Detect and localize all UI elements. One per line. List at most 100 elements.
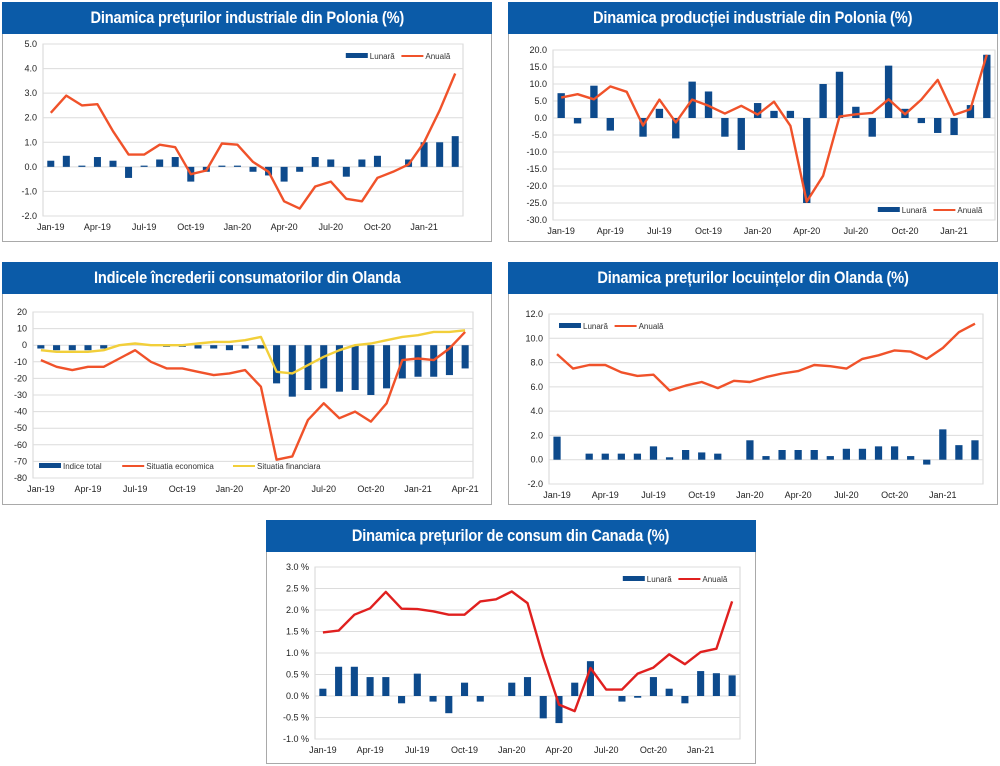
- bar: [950, 118, 958, 135]
- y-tick-label: 1.0: [24, 137, 37, 147]
- bar: [770, 110, 778, 118]
- x-tick-label: Oct-20: [640, 745, 667, 755]
- x-tick-label: Jan-21: [940, 226, 968, 236]
- bar: [382, 677, 390, 696]
- bar: [934, 118, 942, 133]
- bar: [907, 456, 915, 460]
- bar: [618, 696, 626, 702]
- y-tick-label: -2.0: [527, 479, 543, 489]
- legend-label: Lunară: [583, 322, 608, 331]
- x-axis: Jan-19 Apr-19 Jul-19 Oct-19 Jan-20 Apr-20 Jul-…: [309, 745, 714, 755]
- bar: [573, 118, 582, 124]
- y-tick-label: 8.0: [530, 358, 543, 368]
- chart-title: Indicele încrederii consumatorilor din O…: [2, 262, 492, 294]
- legend: Lunară Anuală: [559, 322, 664, 331]
- gridlines: [552, 49, 996, 221]
- bar: [634, 696, 642, 698]
- bar: [233, 165, 241, 167]
- bar: [210, 345, 218, 349]
- legend-item: Situatia economica: [122, 462, 214, 471]
- bar: [125, 166, 133, 178]
- gridlines: [314, 566, 741, 740]
- y-axis: -80 -70 -60 -50 -40 -30 -20 -10 0 10 20: [14, 307, 27, 483]
- y-tick-label: -70: [14, 456, 27, 466]
- legend-item: Anuală: [933, 206, 983, 215]
- bar: [414, 345, 422, 377]
- line: [40, 329, 466, 375]
- chart-panel-poland-industrial-production: Dinamica producției industriale din Polo…: [508, 2, 998, 242]
- line-series: [40, 331, 466, 461]
- bar: [296, 166, 304, 172]
- y-axis: -1.0 % -0.5 % 0.0 % 0.5 % 1.0 % 1.5 % 2.0 % 2.5…: [283, 562, 309, 744]
- x-tick-label: Apr-19: [84, 222, 111, 232]
- line: [40, 331, 466, 461]
- bar: [721, 118, 729, 137]
- legend-item: Lunară: [877, 206, 927, 215]
- legend-label: Lunară: [902, 206, 927, 215]
- bar: [429, 696, 437, 702]
- legend-item: Lunară: [622, 575, 672, 584]
- chart-netherlands-consumer-confidence: -80 -70 -60 -50 -40 -30 -20 -10 0 10 20 Jan-19 Apr-1…: [14, 307, 479, 494]
- x-tick-label: Jan-19: [543, 490, 571, 500]
- bar: [523, 677, 532, 696]
- bar: [398, 696, 406, 704]
- legend-swatch: [622, 576, 645, 581]
- y-tick-label: 1.5 %: [286, 627, 309, 637]
- bar: [327, 159, 335, 167]
- bar: [367, 345, 375, 395]
- bar: [84, 345, 92, 351]
- legend-swatch: [345, 53, 368, 58]
- bar: [983, 54, 991, 118]
- bar: [366, 677, 374, 696]
- bar: [939, 429, 947, 460]
- bar: [698, 452, 706, 460]
- x-tick-label: Apr-20: [785, 490, 812, 500]
- x-tick-label: Oct-19: [169, 484, 196, 494]
- bar: [712, 673, 720, 696]
- legend-item: Anuală: [678, 575, 728, 584]
- y-tick-label: -0.5 %: [283, 713, 309, 723]
- bar: [68, 345, 76, 351]
- y-tick-label: -20.0: [526, 181, 547, 191]
- x-axis: Jan-19 Apr-19 Jul-19 Oct-19 Jan-20 Apr-20 Jul-…: [547, 226, 967, 236]
- bar: [257, 345, 265, 349]
- legend-item: Anuală: [614, 322, 664, 331]
- line-series: [560, 54, 988, 203]
- x-tick-label: Jul-20: [311, 484, 336, 494]
- y-tick-label: 10.0: [529, 79, 547, 89]
- bar-series: [557, 54, 991, 203]
- legend-label: Situatia financiara: [257, 462, 321, 471]
- legend-label: Lunară: [647, 575, 672, 584]
- x-tick-label: Oct-20: [364, 222, 391, 232]
- bar: [358, 159, 366, 167]
- x-tick-label: Jul-19: [132, 222, 157, 232]
- x-tick-label: Jul-20: [834, 490, 859, 500]
- x-tick-label: Apr-19: [592, 490, 619, 500]
- legend: Lunară Anuală: [622, 575, 728, 584]
- bar: [601, 453, 609, 460]
- bar: [335, 666, 343, 696]
- bar: [280, 166, 288, 182]
- legend-item: Anuală: [401, 52, 451, 61]
- bar: [171, 157, 179, 167]
- bar: [156, 159, 164, 167]
- y-tick-label: 0.0: [530, 455, 543, 465]
- bar: [585, 453, 593, 460]
- x-tick-label: Oct-20: [357, 484, 384, 494]
- bar: [93, 157, 101, 167]
- bar: [413, 673, 421, 696]
- bar: [762, 456, 770, 460]
- bar: [109, 160, 117, 167]
- legend-label: Lunară: [370, 52, 395, 61]
- y-axis: -2.0 0.0 2.0 4.0 6.0 8.0 10.0 12.0: [525, 309, 543, 489]
- bar: [639, 118, 647, 137]
- x-tick-label: Jan-20: [216, 484, 244, 494]
- x-tick-label: Oct-19: [451, 745, 478, 755]
- x-tick-label: Apr-20: [271, 222, 298, 232]
- legend-label: Situatia economica: [146, 462, 214, 471]
- bar: [890, 446, 899, 460]
- line: [556, 322, 976, 392]
- y-tick-label: -50: [14, 423, 27, 433]
- bar: [53, 345, 61, 351]
- bar: [304, 345, 312, 391]
